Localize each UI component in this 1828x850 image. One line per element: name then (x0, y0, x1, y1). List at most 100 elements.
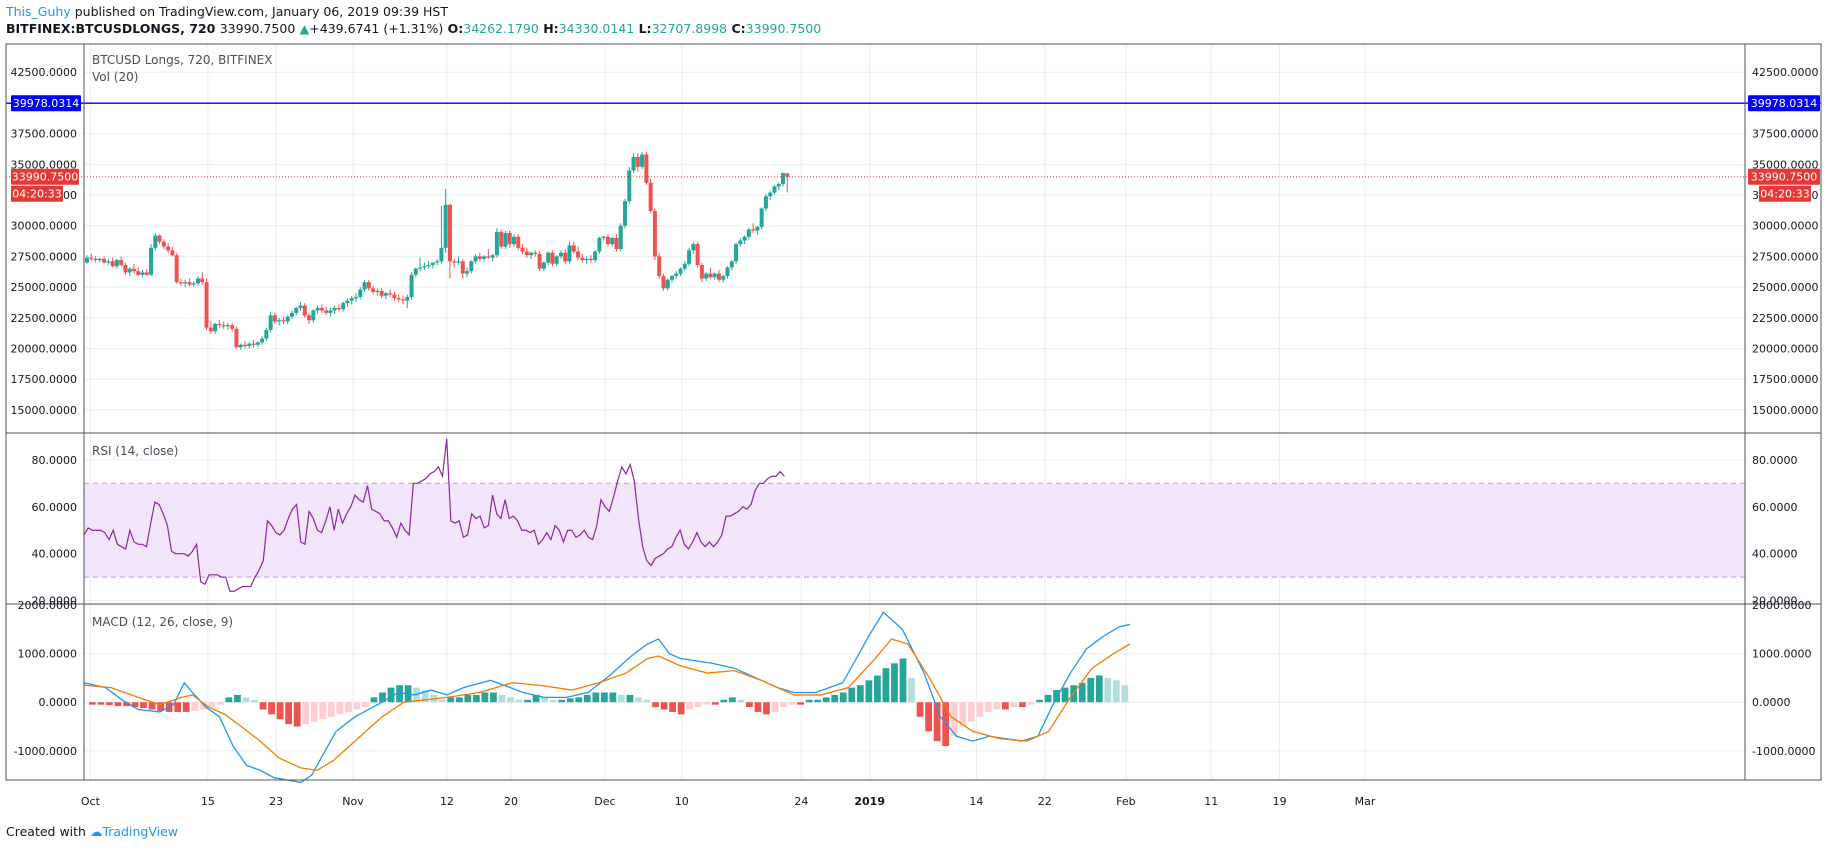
candle-down (537, 253, 542, 269)
candle-up (763, 196, 768, 209)
footer: Created with ☁TradingView (6, 824, 178, 839)
price-tick-left: 30000.0000 (11, 220, 77, 233)
macd-histogram-bar (925, 702, 932, 732)
x-tick-label: 24 (794, 795, 808, 808)
candle-up (473, 256, 478, 262)
tradingview-link[interactable]: TradingView (102, 824, 178, 839)
macd-histogram-bar (1112, 680, 1120, 703)
candle-up (430, 262, 435, 266)
candle-up (721, 276, 726, 280)
x-tick-label: 14 (969, 795, 983, 808)
author-link[interactable]: This_Guhy (6, 4, 71, 19)
macd-histogram-bar (1044, 694, 1052, 703)
candle-up (358, 289, 363, 297)
candle-up (755, 226, 760, 231)
up-triangle-icon: ▲ (299, 21, 310, 36)
candle-down (652, 210, 657, 257)
macd-histogram-bar (780, 702, 787, 708)
candle-up (469, 261, 474, 272)
candle-up (584, 258, 589, 261)
macd-histogram-bar (720, 699, 728, 703)
candle-up (772, 186, 777, 193)
macd-histogram-bar (959, 702, 967, 727)
tradingview-logo-icon[interactable]: ☁ (89, 824, 103, 839)
price-pane-subtitle: Vol (20) (92, 70, 138, 84)
candle-up (315, 307, 320, 311)
candle-down (89, 257, 94, 259)
candle-up (418, 267, 423, 269)
macd-histogram-bar (319, 702, 327, 720)
macd-histogram-bar (669, 702, 676, 712)
countdown-badge-left: 04:20:33 (12, 188, 61, 201)
macd-histogram-bar (507, 697, 514, 703)
candle-down (102, 258, 107, 263)
price-tick-right: 27500.0000 (1752, 250, 1818, 263)
price-tick-right: 42500.0000 (1752, 66, 1818, 79)
price-badge-right-bg (1748, 168, 1820, 185)
macd-histogram-bar (541, 697, 549, 703)
candle-down (571, 245, 576, 252)
candle-down (136, 271, 141, 275)
macd-histogram-bar (583, 694, 591, 703)
price-tick-left: 22500.0000 (11, 312, 77, 325)
candle-up (729, 261, 734, 268)
candle-up (375, 290, 380, 293)
rsi-line (83, 438, 785, 592)
candle-up (422, 266, 427, 268)
candle-down (452, 261, 457, 263)
macd-histogram-bar (771, 702, 779, 712)
macd-histogram-bar (882, 668, 890, 703)
rsi-tick-left: 60.0000 (32, 501, 78, 514)
candle-up (238, 344, 243, 348)
price-pane-title: BTCUSD Longs, 720, BITFINEX (92, 53, 272, 67)
candle-up (349, 298, 354, 301)
macd-histogram-bar (106, 702, 113, 706)
open-label: O: (447, 21, 464, 36)
candle-down (208, 327, 213, 332)
candle-down (614, 238, 619, 250)
candle-down (307, 315, 312, 321)
candle-down (486, 256, 491, 258)
x-tick-label: 15 (201, 795, 215, 808)
candle-up (341, 303, 346, 310)
high-value: 34330.0141 (558, 21, 635, 36)
macd-histogram-bar (652, 702, 659, 708)
candle-up (409, 274, 414, 297)
macd-histogram-bar (1002, 702, 1009, 710)
candle-up (597, 238, 602, 252)
macd-histogram-bar (1010, 702, 1018, 708)
macd-histogram-bar (464, 694, 472, 703)
candle-up (490, 255, 495, 258)
candle-down (388, 293, 393, 295)
candle-up (260, 338, 265, 343)
candle-up (405, 296, 410, 301)
candle-up (114, 260, 119, 267)
candle-down (187, 282, 192, 285)
candle-up (678, 268, 683, 274)
macd-histogram-bar (251, 699, 258, 703)
macd-histogram-bar (148, 702, 156, 710)
candle-down (400, 299, 405, 301)
x-tick-label: 23 (269, 795, 283, 808)
macd-histogram-bar (660, 702, 668, 710)
price-tick-left: 35000.0000 (11, 158, 77, 171)
candle-down (157, 235, 162, 242)
price-tick-right: 17500.0000 (1752, 373, 1818, 386)
published-text: published on TradingView.com, January 06… (74, 4, 448, 19)
candle-down (576, 251, 581, 258)
candle-up (674, 273, 679, 277)
countdown-badge-left-bg (11, 185, 63, 202)
candle-down (661, 276, 666, 289)
candle-down (648, 182, 653, 211)
candle-down (170, 250, 175, 256)
price-tick-left: 25000.0000 (11, 281, 77, 294)
candle-down (507, 233, 512, 245)
macd-pane-title: MACD (12, 26, close, 9) (92, 615, 233, 629)
macd-histogram-bar (276, 702, 284, 720)
candle-down (166, 246, 171, 251)
macd-histogram-bar (626, 694, 634, 703)
candle-up (149, 247, 154, 275)
price-badges: 39978.0314 39978.0314 33990.7500 04:20:33 33… (11, 95, 1820, 202)
candle-down (580, 257, 585, 261)
